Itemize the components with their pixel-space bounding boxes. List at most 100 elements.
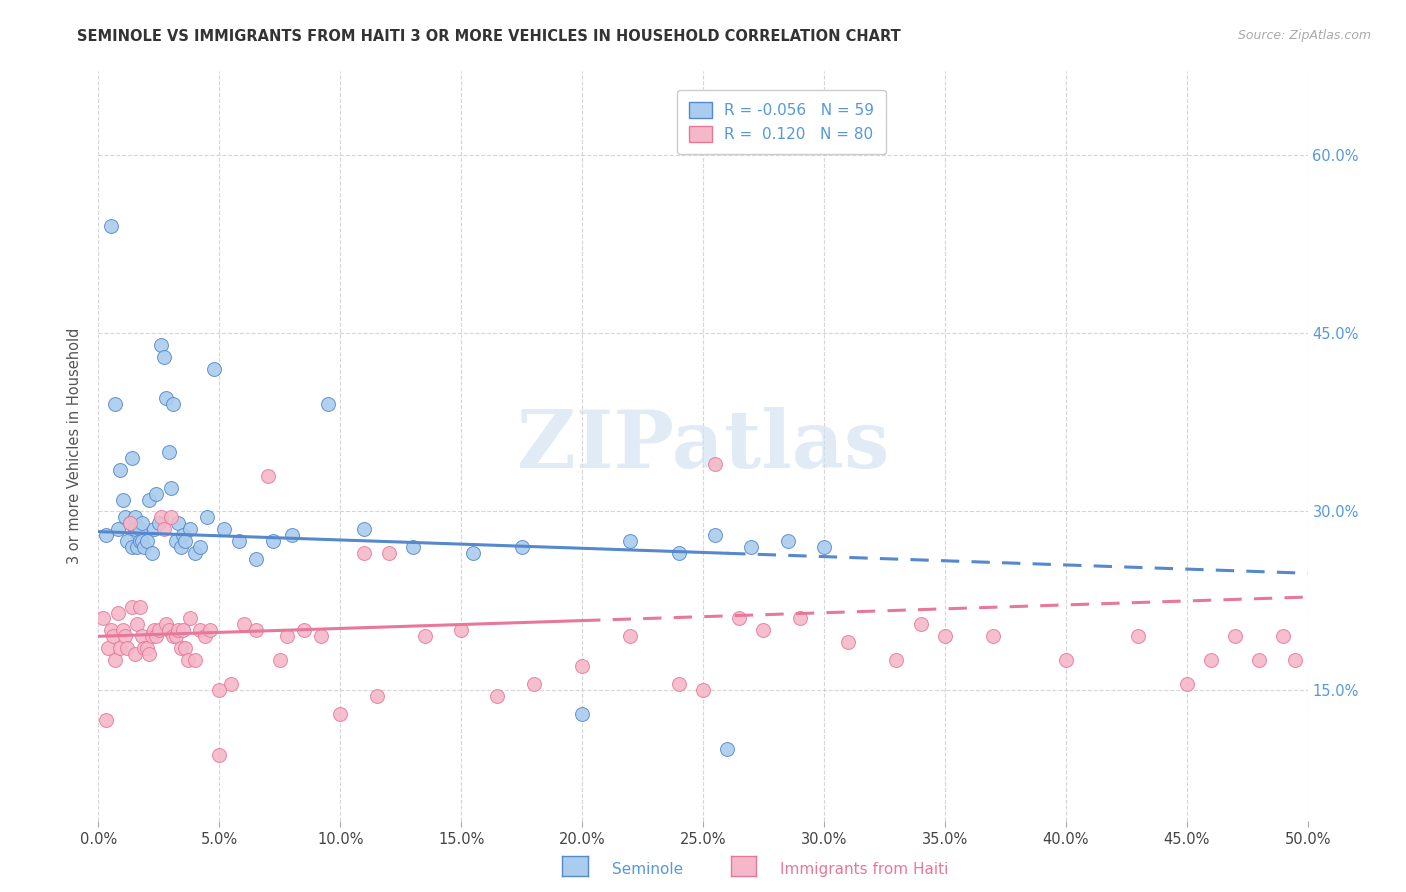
Point <box>118 516 141 531</box>
Point <box>228 534 250 549</box>
Point <box>262 534 284 549</box>
Point <box>128 522 150 536</box>
Point <box>128 599 150 614</box>
Point <box>127 617 149 632</box>
Point <box>138 647 160 661</box>
Point <box>135 534 157 549</box>
Point <box>221 677 243 691</box>
Point <box>148 516 170 531</box>
Point <box>145 486 167 500</box>
Point <box>692 682 714 697</box>
Point <box>813 540 835 554</box>
Point <box>188 624 211 638</box>
Text: Immigrants from Haiti: Immigrants from Haiti <box>780 863 949 877</box>
Point <box>172 528 194 542</box>
Point <box>165 629 187 643</box>
Point <box>704 528 727 542</box>
Point <box>91 611 114 625</box>
Point <box>94 713 117 727</box>
Point <box>716 742 738 756</box>
Point <box>619 534 641 549</box>
Point <box>316 397 339 411</box>
Point <box>1223 629 1246 643</box>
Point <box>94 528 117 542</box>
Point <box>1128 629 1150 643</box>
Point <box>143 624 166 638</box>
Point <box>245 624 267 638</box>
Point <box>571 659 593 673</box>
Point <box>208 748 231 763</box>
Point <box>1054 653 1077 667</box>
Point <box>134 641 156 656</box>
Point <box>162 397 184 411</box>
Point <box>194 629 217 643</box>
Point <box>148 624 170 638</box>
Point <box>111 492 134 507</box>
Point <box>124 522 146 536</box>
Point <box>309 629 332 643</box>
Point <box>162 629 184 643</box>
Point <box>160 481 183 495</box>
Point <box>107 606 129 620</box>
Point <box>121 599 143 614</box>
Point <box>276 629 298 643</box>
Point <box>1249 653 1271 667</box>
Point <box>118 516 141 531</box>
Point <box>101 629 124 643</box>
Y-axis label: 3 or more Vehicles in Household: 3 or more Vehicles in Household <box>67 328 83 564</box>
Point <box>184 653 207 667</box>
Point <box>131 534 153 549</box>
Point <box>232 617 254 632</box>
Point <box>752 624 775 638</box>
Point <box>776 534 799 549</box>
Point <box>97 641 120 656</box>
Point <box>141 629 163 643</box>
Point <box>145 629 167 643</box>
Point <box>167 516 190 531</box>
Point <box>668 546 690 560</box>
Point <box>179 611 201 625</box>
Point <box>402 540 425 554</box>
Point <box>463 546 485 560</box>
Point <box>269 653 291 667</box>
Point <box>117 641 139 656</box>
Point <box>571 706 593 721</box>
Point <box>1175 677 1198 691</box>
Point <box>160 510 183 524</box>
Point <box>107 522 129 536</box>
Point <box>934 629 956 643</box>
Point <box>100 219 122 233</box>
Point <box>195 510 218 524</box>
Point <box>117 534 139 549</box>
Point <box>100 624 122 638</box>
Point <box>150 510 173 524</box>
Point <box>172 624 194 638</box>
Point <box>198 624 221 638</box>
Point <box>134 540 156 554</box>
Point <box>292 624 315 638</box>
Point <box>128 534 150 549</box>
Text: Source: ZipAtlas.com: Source: ZipAtlas.com <box>1237 29 1371 42</box>
Point <box>157 624 180 638</box>
Legend: R = -0.056   N = 59, R =  0.120   N = 80: R = -0.056 N = 59, R = 0.120 N = 80 <box>676 90 886 154</box>
Point <box>111 624 134 638</box>
Point <box>208 682 231 697</box>
Point <box>728 611 751 625</box>
Point <box>127 540 149 554</box>
Point <box>179 522 201 536</box>
Point <box>138 492 160 507</box>
Point <box>152 350 174 364</box>
Point <box>789 611 811 625</box>
Point <box>740 540 762 554</box>
Point <box>212 522 235 536</box>
Point <box>329 706 352 721</box>
Point <box>157 445 180 459</box>
Point <box>121 450 143 465</box>
Point <box>155 617 177 632</box>
Point <box>114 629 136 643</box>
Point <box>366 689 388 703</box>
Point <box>174 534 197 549</box>
Point <box>353 546 375 560</box>
Point <box>141 546 163 560</box>
Point <box>886 653 908 667</box>
